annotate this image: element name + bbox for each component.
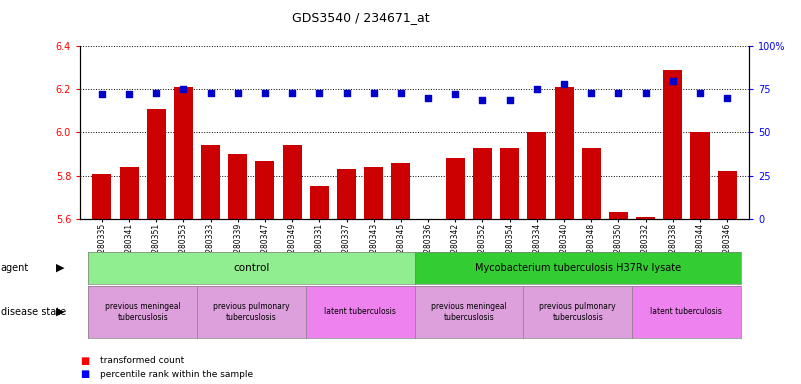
- Bar: [201, 146, 220, 219]
- Point: [150, 90, 163, 96]
- Point: [639, 90, 652, 96]
- Point: [259, 90, 272, 96]
- Point: [666, 78, 679, 84]
- Point: [585, 90, 598, 96]
- Point: [95, 91, 108, 98]
- Point: [721, 95, 734, 101]
- Text: previous pulmonary
tubercuslosis: previous pulmonary tubercuslosis: [213, 302, 290, 322]
- Bar: [500, 147, 519, 219]
- Bar: [554, 87, 574, 219]
- Text: ■: ■: [80, 369, 90, 379]
- Bar: [609, 212, 628, 219]
- Bar: [446, 159, 465, 219]
- Bar: [310, 187, 329, 219]
- Bar: [392, 163, 410, 219]
- Text: latent tuberculosis: latent tuberculosis: [650, 308, 723, 316]
- Bar: [636, 217, 655, 219]
- Point: [421, 95, 434, 101]
- Bar: [256, 161, 275, 219]
- Point: [449, 91, 461, 98]
- Bar: [92, 174, 111, 219]
- Bar: [582, 147, 601, 219]
- Bar: [174, 87, 193, 219]
- Text: ▶: ▶: [56, 307, 64, 317]
- Bar: [718, 171, 737, 219]
- Point: [503, 97, 516, 103]
- Point: [368, 90, 380, 96]
- Text: control: control: [233, 263, 270, 273]
- Point: [286, 90, 299, 96]
- Text: latent tuberculosis: latent tuberculosis: [324, 308, 396, 316]
- Point: [231, 90, 244, 96]
- Point: [557, 81, 570, 87]
- Text: Mycobacterium tuberculosis H37Rv lysate: Mycobacterium tuberculosis H37Rv lysate: [474, 263, 681, 273]
- Text: previous pulmonary
tubercuslosis: previous pulmonary tubercuslosis: [539, 302, 616, 322]
- Bar: [473, 147, 492, 219]
- Bar: [228, 154, 248, 219]
- Bar: [337, 169, 356, 219]
- Text: previous meningeal
tubercuslosis: previous meningeal tubercuslosis: [105, 302, 180, 322]
- Text: percentile rank within the sample: percentile rank within the sample: [100, 370, 253, 379]
- Bar: [283, 146, 302, 219]
- Point: [313, 90, 326, 96]
- Point: [612, 90, 625, 96]
- Text: previous meningeal
tubercuslosis: previous meningeal tubercuslosis: [431, 302, 507, 322]
- Point: [204, 90, 217, 96]
- Bar: [119, 167, 139, 219]
- Point: [395, 90, 408, 96]
- Text: GDS3540 / 234671_at: GDS3540 / 234671_at: [292, 12, 429, 25]
- Point: [476, 97, 489, 103]
- Text: transformed count: transformed count: [100, 356, 184, 366]
- Text: ■: ■: [80, 356, 90, 366]
- Point: [694, 90, 706, 96]
- Point: [340, 90, 353, 96]
- Bar: [663, 70, 682, 219]
- Bar: [147, 109, 166, 219]
- Bar: [690, 132, 710, 219]
- Point: [123, 91, 135, 98]
- Bar: [527, 132, 546, 219]
- Point: [530, 86, 543, 93]
- Text: ▶: ▶: [56, 263, 64, 273]
- Text: disease state: disease state: [1, 307, 66, 317]
- Text: agent: agent: [1, 263, 29, 273]
- Point: [177, 86, 190, 93]
- Bar: [364, 167, 383, 219]
